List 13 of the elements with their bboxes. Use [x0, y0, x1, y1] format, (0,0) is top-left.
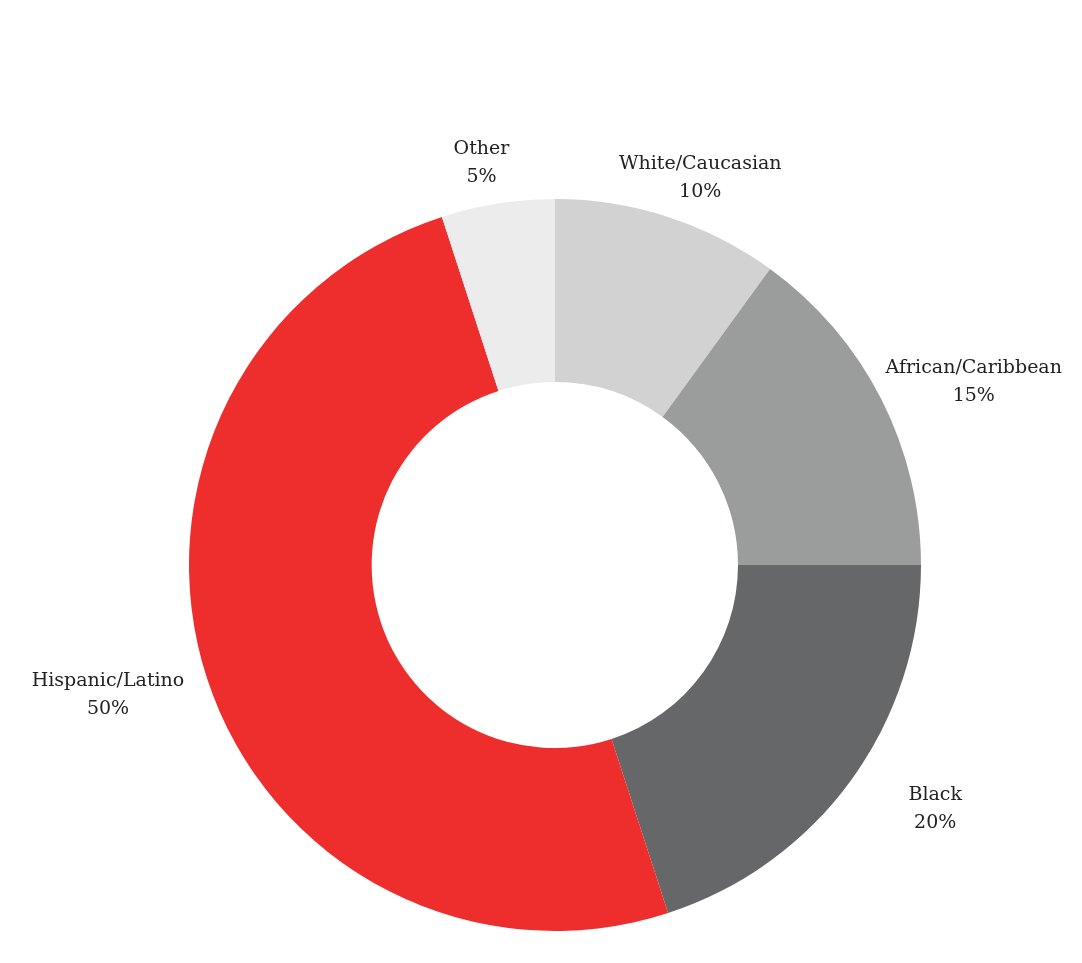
donut-slice — [441, 199, 555, 391]
data-label: 50% — [86, 695, 130, 718]
slice-label: Other — [453, 136, 511, 159]
slice-label: African/Caribbean — [884, 354, 1062, 377]
donut-slice — [555, 199, 771, 417]
donut-slice — [189, 216, 669, 931]
data-label: 20% — [914, 809, 957, 832]
data-label: 10% — [679, 179, 722, 202]
slice-label: Black — [908, 781, 963, 804]
slice-label: Hispanic/Latino — [31, 667, 185, 690]
data-label: 5% — [466, 164, 497, 187]
slice-label: White/Caucasian — [618, 151, 782, 174]
data-label: 15% — [952, 382, 995, 405]
